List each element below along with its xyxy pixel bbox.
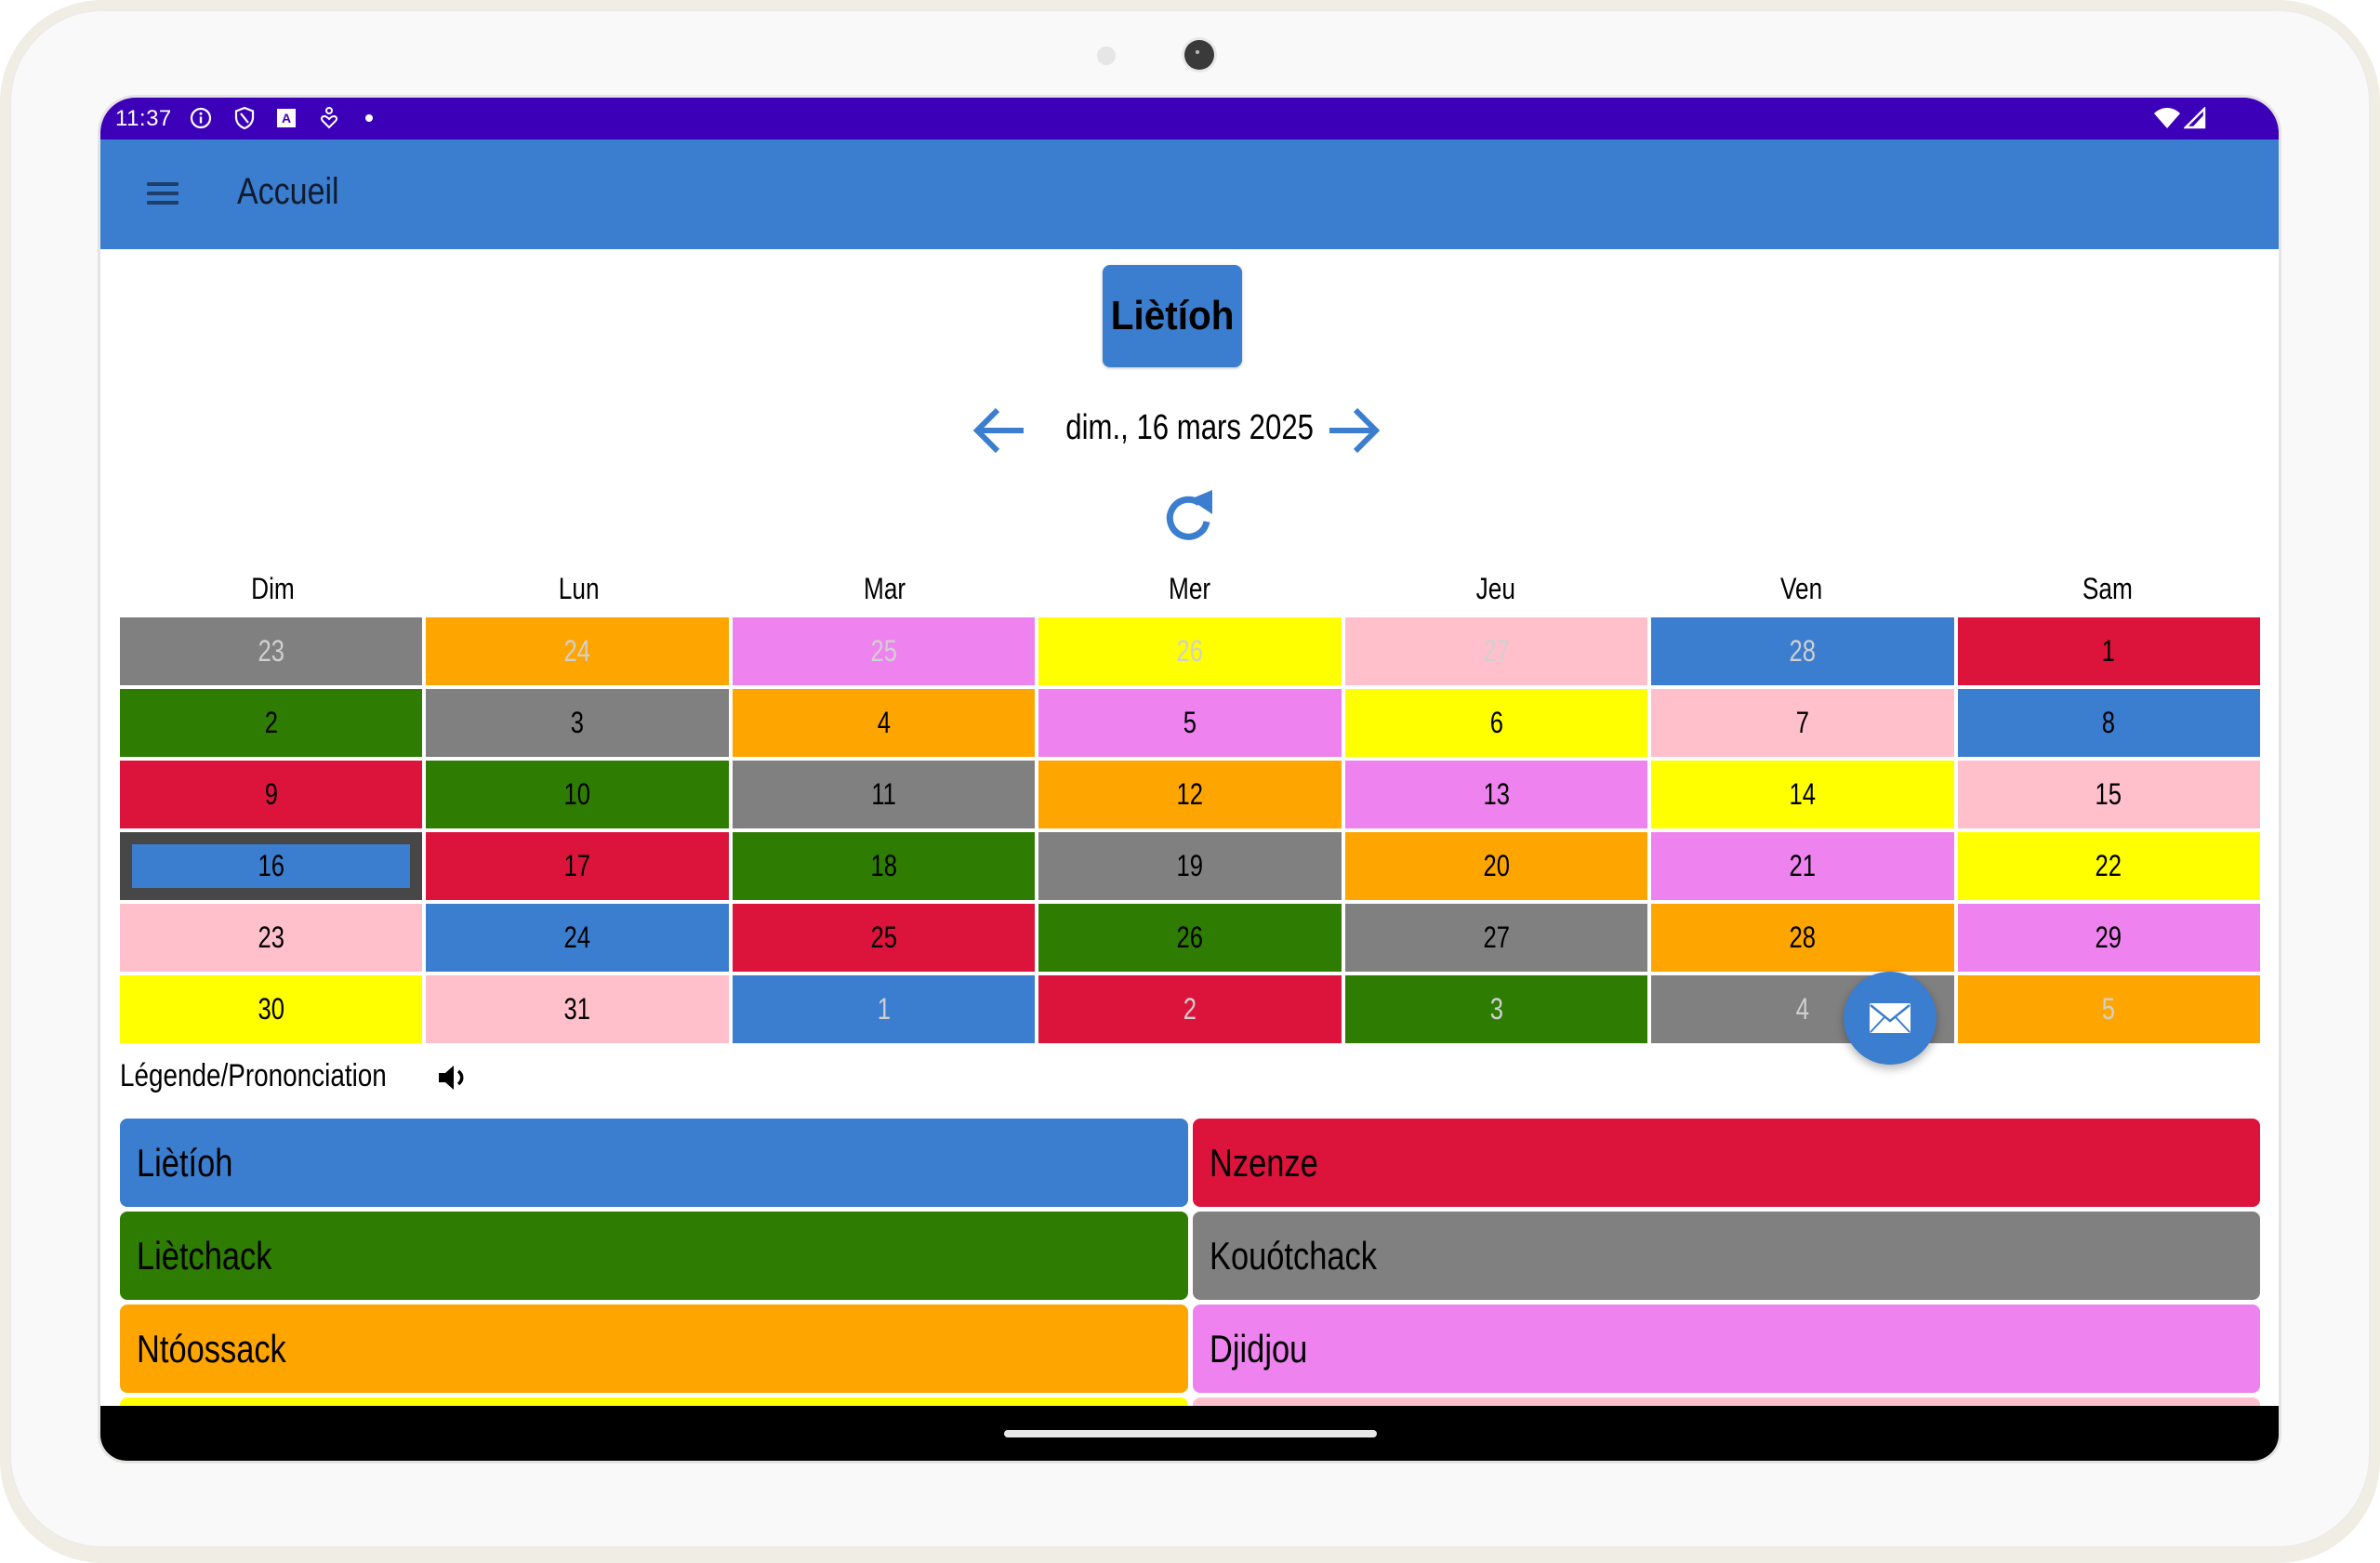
date-navigation: dim., 16 mars 2025	[100, 395, 2279, 462]
refresh-icon[interactable]	[1162, 486, 1218, 546]
calendar-day[interactable]: 7	[1651, 689, 1954, 757]
calendar-day[interactable]: 23	[120, 904, 423, 972]
calendar-day[interactable]: 18	[732, 832, 1036, 900]
home-gesture-handle[interactable]	[1004, 1430, 1377, 1437]
mail-icon	[1870, 1003, 1911, 1033]
calendar-day[interactable]: 22	[1957, 832, 2260, 900]
calendar-day[interactable]: 29	[1957, 904, 2260, 972]
dot-icon	[364, 106, 375, 130]
legend-item[interactable]: Kouótchack	[1192, 1212, 2260, 1300]
weekday-header-row: Dim Lun Mar Mer Jeu Ven Sam	[120, 572, 2260, 609]
weekday-jeu: Jeu	[1475, 572, 1515, 605]
calendar-day[interactable]: 6	[1344, 689, 1648, 757]
legend-heading: Légende/Prononciation	[120, 1058, 464, 1094]
day-name-button[interactable]: Liètíoh	[1103, 265, 1242, 367]
calendar-day[interactable]: 1	[1957, 617, 2260, 685]
calendar-day[interactable]: 17	[426, 832, 729, 900]
calendar-day-selected[interactable]: 16	[120, 832, 423, 900]
calendar-day[interactable]: 27	[1344, 904, 1648, 972]
speaker-icon[interactable]	[436, 1061, 469, 1094]
calendar-day[interactable]: 30	[120, 975, 423, 1043]
day-name-label: Liètíoh	[1110, 293, 1235, 338]
cellular-signal-icon	[2183, 106, 2207, 130]
light-sensor	[1097, 46, 1116, 65]
calendar-day[interactable]: 4	[732, 689, 1036, 757]
calendar-day[interactable]: 14	[1651, 761, 1954, 828]
legend-item[interactable]: Liètíoh	[120, 1119, 1188, 1207]
calendar-day[interactable]: 5	[1957, 975, 2260, 1043]
calendar-day[interactable]: 26	[1038, 904, 1342, 972]
page-title: Accueil	[237, 171, 339, 212]
calendar-day[interactable]: 9	[120, 761, 423, 828]
arrow-right-icon[interactable]	[1326, 403, 1382, 458]
calendar-day[interactable]: 1	[732, 975, 1036, 1043]
status-time: 11:37	[115, 106, 172, 131]
legend-item[interactable]: Djidjou	[1192, 1305, 2260, 1393]
calendar-day[interactable]: 20	[1344, 832, 1648, 900]
system-nav-bar	[100, 1406, 2279, 1461]
calendar-day[interactable]: 11	[732, 761, 1036, 828]
calendar-day[interactable]: 19	[1038, 832, 1342, 900]
legend-title: Légende/Prononciation	[120, 1058, 387, 1093]
calendar-day[interactable]: 5	[1038, 689, 1342, 757]
shield-icon	[232, 106, 257, 130]
status-bar: 11:37 A	[100, 98, 2279, 139]
device-screen: 11:37 A Accueil Liètíoh	[100, 98, 2279, 1461]
app-bar: Accueil	[100, 139, 2279, 249]
svg-text:A: A	[282, 111, 291, 126]
calendar-day[interactable]: 21	[1651, 832, 1954, 900]
calendar-day[interactable]: 3	[1344, 975, 1648, 1043]
legend-item[interactable]: Liètchack	[120, 1212, 1188, 1300]
font-a-icon: A	[276, 106, 297, 130]
calendar-day[interactable]: 24	[426, 617, 729, 685]
calendar-day[interactable]: 24	[426, 904, 729, 972]
weekday-dim: Dim	[251, 572, 295, 605]
wifi-icon	[2153, 106, 2181, 130]
calendar-day[interactable]: 2	[1038, 975, 1342, 1043]
calendar-day[interactable]: 25	[732, 904, 1036, 972]
calendar-day[interactable]: 28	[1651, 617, 1954, 685]
accessibility-heart-icon	[319, 106, 339, 130]
weekday-lun: Lun	[558, 572, 600, 605]
calendar-day[interactable]: 26	[1038, 617, 1342, 685]
front-camera	[1184, 40, 1214, 70]
calendar-day[interactable]: 31	[426, 975, 729, 1043]
calendar-day[interactable]: 3	[426, 689, 729, 757]
calendar-day[interactable]: 2	[120, 689, 423, 757]
weekday-ven: Ven	[1780, 572, 1823, 605]
mail-button[interactable]	[1844, 972, 1937, 1065]
calendar-day[interactable]: 12	[1038, 761, 1342, 828]
arrow-left-icon[interactable]	[972, 403, 1027, 458]
calendar-day[interactable]: 25	[732, 617, 1036, 685]
legend-item[interactable]: Ntóossack	[120, 1305, 1188, 1393]
legend-item[interactable]: Nzenze	[1192, 1119, 2260, 1207]
weekday-mer: Mer	[1169, 572, 1211, 605]
info-icon	[189, 106, 213, 130]
calendar-day[interactable]: 15	[1957, 761, 2260, 828]
calendar-grid: 23 24 25 26 27 28 1 2 3 4 5 6 7 8 9 10 11 12 13 14 15 16 17 18 1…	[120, 617, 2260, 1043]
current-date: dim., 16 mars 2025	[1065, 408, 1314, 447]
weekday-sam: Sam	[2082, 572, 2133, 605]
weekday-mar: Mar	[863, 572, 906, 605]
calendar-day[interactable]: 27	[1344, 617, 1648, 685]
hamburger-menu-icon[interactable]	[147, 177, 180, 210]
calendar-day[interactable]: 23	[120, 617, 423, 685]
calendar-day[interactable]: 13	[1344, 761, 1648, 828]
calendar-day[interactable]: 10	[426, 761, 729, 828]
calendar-day[interactable]: 8	[1957, 689, 2260, 757]
calendar-day[interactable]: 28	[1651, 904, 1954, 972]
selected-day-highlight: 16	[132, 844, 411, 888]
